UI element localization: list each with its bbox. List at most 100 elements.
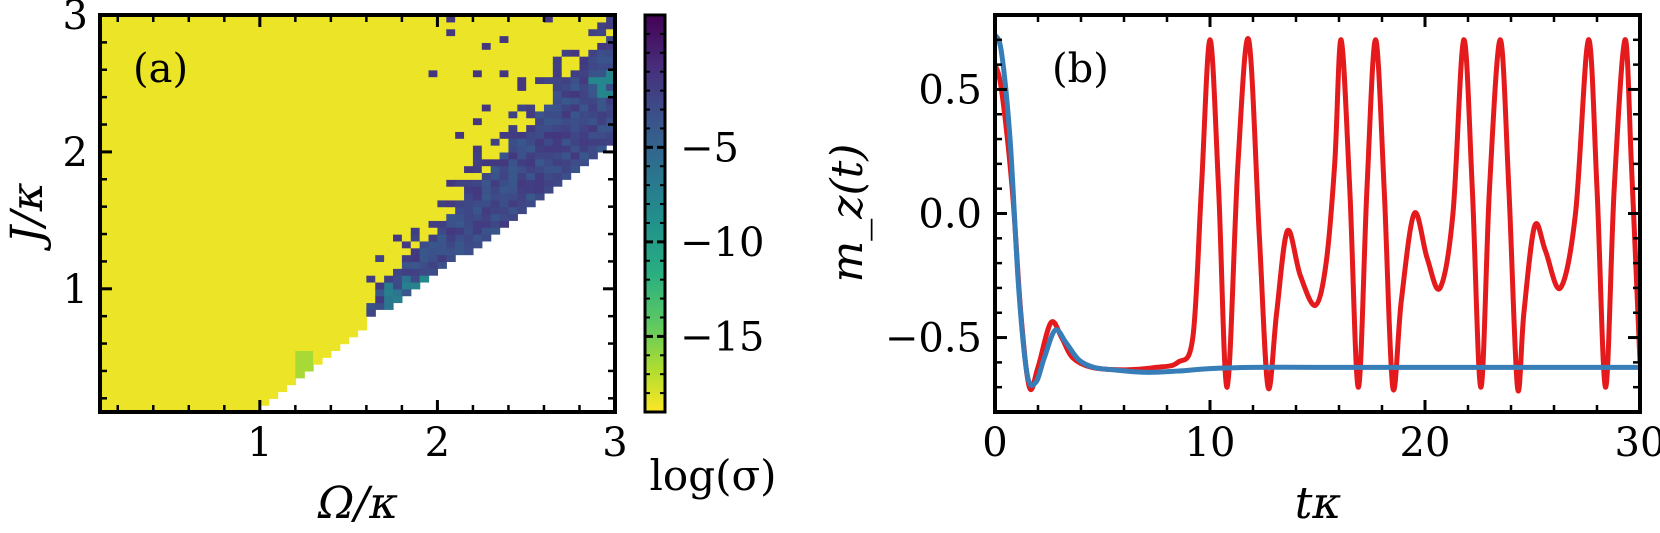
heatmap-cell: [472, 97, 483, 105]
colorbar-tick-label: −5: [680, 125, 739, 171]
heatmap-cell: [330, 343, 341, 351]
heatmap-cell: [206, 131, 217, 139]
heatmap-cell: [268, 21, 279, 30]
heatmap-cell: [100, 343, 110, 351]
heatmap-cell: [135, 350, 145, 358]
heatmap-cell: [330, 90, 341, 98]
heatmap-cell: [561, 110, 572, 119]
heatmap-cell: [472, 165, 483, 174]
heatmap-cell: [126, 186, 137, 194]
heatmap-cell: [286, 186, 296, 194]
heatmap-cell: [108, 21, 119, 30]
x-tick-label: 10: [1185, 420, 1236, 466]
heatmap-cell: [117, 268, 128, 276]
heatmap-cell: [197, 391, 208, 399]
heatmap-cell: [277, 206, 288, 215]
heatmap-cell: [144, 350, 154, 358]
heatmap-cell: [117, 336, 128, 345]
heatmap-cell: [535, 186, 545, 194]
heatmap-cell: [188, 56, 199, 64]
heatmap-cell: [188, 151, 199, 160]
heatmap-cell: [437, 165, 447, 174]
heatmap-cell: [304, 323, 314, 331]
heatmap-cell: [268, 357, 279, 365]
x-tick-label: 30: [1615, 420, 1660, 466]
heatmap-cell: [321, 69, 332, 78]
heatmap-cell: [126, 268, 137, 276]
heatmap-cell: [348, 192, 359, 201]
heatmap-cell: [117, 350, 128, 358]
heatmap-cell: [357, 213, 367, 221]
heatmap-cell: [117, 295, 128, 304]
heatmap-cell: [197, 97, 208, 105]
heatmap-cell: [321, 302, 332, 310]
heatmap-cell: [561, 158, 572, 167]
heatmap-cell: [197, 206, 208, 215]
heatmap-cell: [330, 69, 341, 78]
heatmap-cell: [135, 247, 145, 256]
heatmap-cell: [286, 377, 296, 386]
heatmap-cell: [259, 76, 270, 85]
heatmap-cell: [384, 227, 394, 235]
heatmap-cell: [393, 172, 403, 180]
heatmap-cell: [428, 56, 439, 64]
heatmap-cell: [357, 110, 367, 119]
heatmap-cell: [401, 131, 412, 139]
heatmap-cell: [517, 124, 527, 132]
heatmap-cell: [277, 213, 288, 221]
heatmap-cell: [481, 124, 492, 132]
heatmap-cell: [543, 97, 554, 105]
heatmap-cell: [215, 234, 225, 242]
heatmap-cell: [242, 350, 252, 358]
heatmap-cell: [295, 336, 305, 345]
heatmap-cell: [233, 309, 243, 317]
heatmap-cell: [455, 124, 465, 132]
heatmap-cell: [277, 124, 288, 132]
heatmap-cell: [259, 343, 270, 351]
heatmap-cell: [242, 42, 252, 50]
heatmap-cell: [108, 220, 119, 228]
heatmap-cell: [100, 165, 110, 174]
heatmap-cell: [295, 220, 305, 228]
heatmap-cell: [242, 323, 252, 331]
heatmap-cell: [543, 76, 554, 85]
heatmap-cell: [313, 28, 323, 37]
heatmap-cell: [179, 288, 190, 297]
heatmap-cell: [446, 234, 456, 242]
heatmap-cell: [393, 76, 403, 85]
heatmap-cell: [108, 370, 119, 379]
heatmap-cell: [357, 268, 367, 276]
heatmap-cell: [250, 302, 261, 310]
heatmap-cell: [250, 42, 261, 50]
heatmap-cell: [206, 49, 217, 57]
heatmap-cell: [171, 336, 181, 345]
heatmap-cell: [401, 213, 412, 221]
heatmap-cell: [188, 131, 199, 139]
heatmap-cell: [393, 254, 403, 263]
heatmap-cell: [339, 76, 350, 85]
heatmap-cell: [286, 49, 296, 57]
heatmap-cell: [295, 179, 305, 187]
heatmap-cell: [117, 206, 128, 215]
heatmap-cell: [508, 62, 518, 71]
heatmap-cell: [126, 220, 137, 228]
heatmap-cell: [250, 364, 261, 372]
heatmap-cell: [188, 268, 199, 276]
heatmap-cell: [188, 247, 199, 256]
heatmap-cell: [419, 268, 430, 276]
heatmap-cell: [242, 97, 252, 105]
heatmap-cell: [277, 336, 288, 345]
heatmap-cell: [330, 15, 341, 23]
heatmap-cell: [277, 295, 288, 304]
heatmap-cell: [321, 124, 332, 132]
heatmap-cell: [197, 138, 208, 146]
heatmap-cell: [464, 83, 474, 91]
heatmap-cell: [552, 97, 563, 105]
heatmap-cell: [357, 302, 367, 310]
heatmap-cell: [401, 110, 412, 119]
heatmap-cell: [384, 138, 394, 146]
heatmap-cell: [499, 117, 510, 126]
heatmap-cell: [108, 234, 119, 242]
heatmap-cell: [259, 165, 270, 174]
heatmap-cell: [535, 103, 545, 112]
